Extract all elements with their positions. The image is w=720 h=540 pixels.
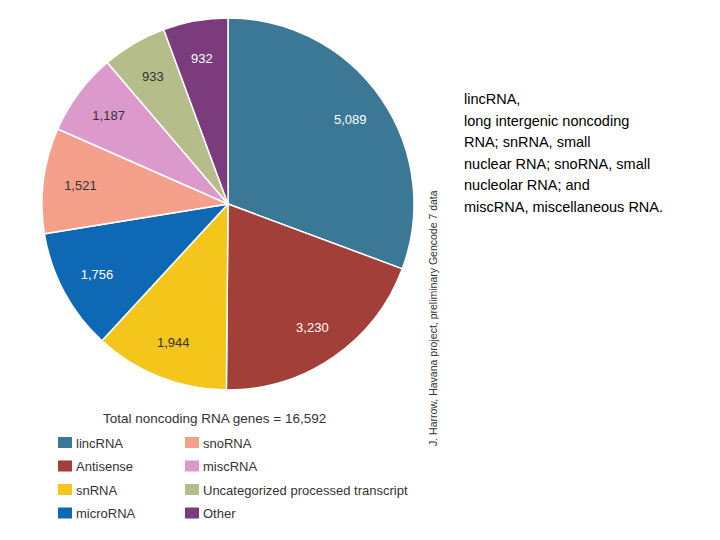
title: Total noncoding RNA genes = 16,592 [103,411,326,426]
legend-label: snoRNA [203,436,252,451]
annotation-line: nucleolar RNA; and [464,177,590,193]
legend-swatch [185,461,199,472]
data-label: 5,089 [334,112,367,127]
legend-label: Other [203,506,236,521]
legend-swatch [185,484,199,495]
legend-label: lincRNA [76,436,123,451]
data-label: 1,944 [157,335,190,350]
legend-label: microRNA [76,506,136,521]
legend-label: Antisense [76,459,133,474]
source: J. Harrow, Havana project, preliminary G… [427,190,439,446]
data-label: 933 [142,69,164,84]
legend-swatch [58,461,72,472]
legend-swatch [58,484,72,495]
legend-label: snRNA [76,483,118,498]
annotation-line: RNA; snRNA, small [464,134,591,150]
pie-slice [164,18,228,204]
legend-label: Uncategorized processed transcript [203,483,408,498]
pie-slice [226,204,402,390]
data-label: 1,756 [81,267,114,282]
data-label: 1,187 [92,108,125,123]
data-label: 932 [191,51,213,66]
legend-swatch [58,508,72,519]
legend-swatch [58,437,72,448]
legend-swatch [185,508,199,519]
data-label: 3,230 [296,320,329,335]
legend-swatch [185,437,199,448]
annotation-line: lincRNA, [464,91,520,107]
slice-labels: 5,089 3,230 1,944 1,756 1,521 1,187 933 932 [64,51,366,351]
annotation: lincRNA, long intergenic noncoding RNA; sn… [464,91,663,215]
legend: lincRNA Antisense snRNA microRNA snoRNA miscR… [58,436,408,522]
data-label: 1,521 [64,178,97,193]
annotation-line: long intergenic noncoding [464,113,629,129]
legend-label: miscRNA [203,459,257,474]
slices [42,18,414,390]
annotation-line: nuclear RNA; snoRNA, small [464,156,650,172]
annotation-line: miscRNA, miscellaneous RNA. [464,199,663,215]
chart: 5,089 3,230 1,944 1,756 1,521 1,187 933 932 Tota… [0,0,720,540]
